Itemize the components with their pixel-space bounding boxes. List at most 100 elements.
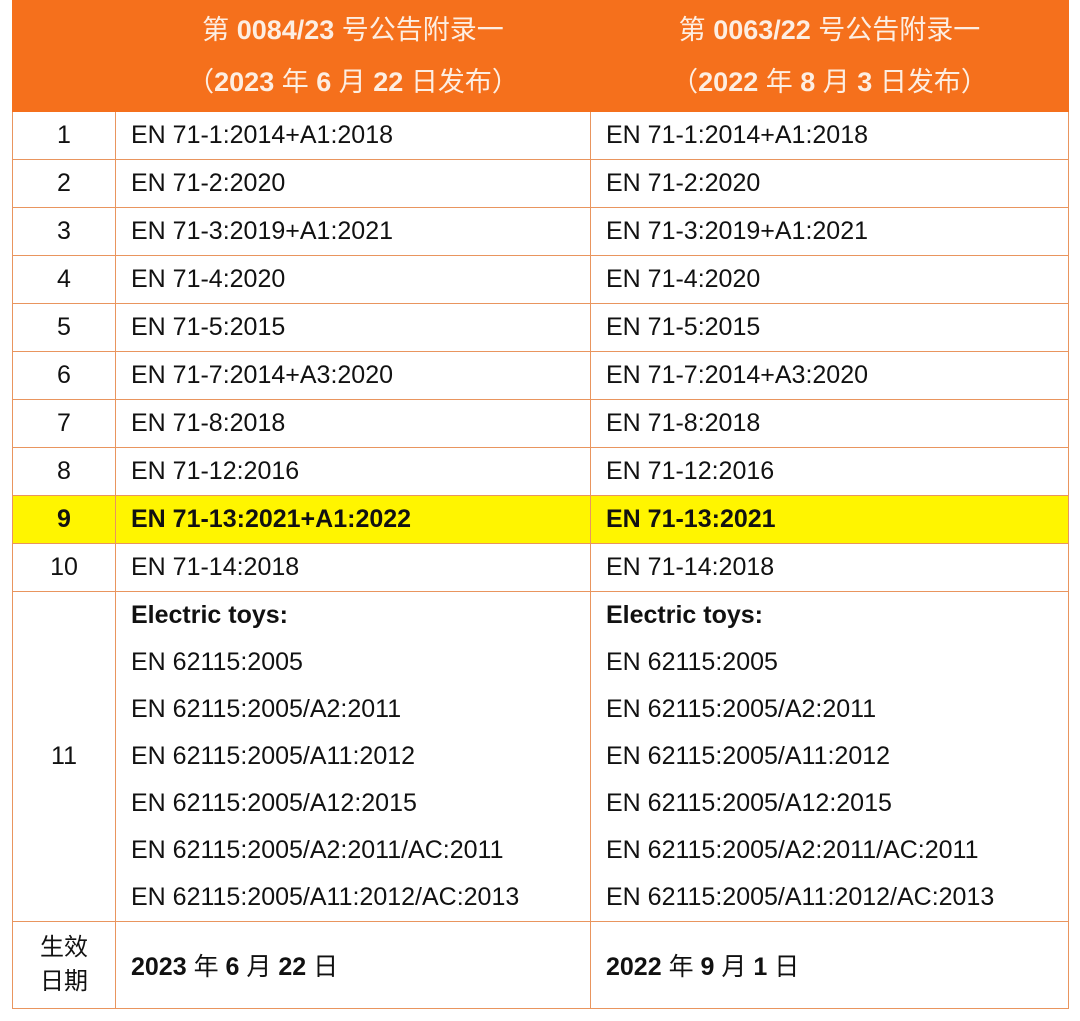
h-num: 6 [316,67,332,97]
h-num: 8 [800,67,816,97]
cell-2023: EN 71-7:2014+A3:2020 [115,351,591,400]
row-number: 10 [12,543,116,592]
table-row-2: 2 EN 71-2:2020 EN 71-2:2020 [12,159,1069,208]
h-text: （ [187,67,215,97]
h-num: 0084/23 [236,15,335,45]
standard: EN 62115:2005 [606,648,778,676]
cell-2022: EN 71-7:2014+A3:2020 [590,351,1069,400]
standard: EN 62115:2005/A12:2015 [131,789,417,817]
h-num: 22 [373,67,404,97]
table-row-10: 10 EN 71-14:2018 EN 71-14:2018 [12,543,1069,592]
standard: EN 62115:2005 [131,648,303,676]
table-row-4: 4 EN 71-4:2020 EN 71-4:2020 [12,255,1069,304]
row-number: 6 [12,351,116,400]
cell-2022: EN 71-2:2020 [590,159,1069,208]
row-number: 4 [12,255,116,304]
d: 月 [239,953,279,981]
effective-date-2023: 2023 年 6 月 22 日 [115,921,591,1009]
header-corner [12,0,116,112]
standard: EN 62115:2005/A2:2011/AC:2011 [131,836,504,864]
row-number: 5 [12,303,116,352]
cell-2022: EN 71-14:2018 [590,543,1069,592]
d: 6 [225,953,240,981]
standard: EN 62115:2005/A11:2012 [131,742,416,770]
h-text: 月 [331,67,374,97]
cell-2023: EN 71-12:2016 [115,447,591,496]
standard: EN 62115:2005/A2:2011/AC:2011 [606,836,979,864]
h-text: 号公告附录一 [810,15,981,45]
h-num: 3 [857,67,873,97]
cell-2022: Electric toys: EN 62115:2005 EN 62115:20… [590,591,1069,922]
row-number: 1 [12,111,116,160]
d: 日 [306,953,339,981]
h-text: 号公告附录一 [334,15,504,45]
electric-toys-heading: Electric toys: [131,601,289,629]
cell-2022: EN 71-4:2020 [590,255,1069,304]
cell-2023: EN 71-2:2020 [115,159,591,208]
h-text: 年 [758,67,801,97]
cell-2023: EN 71-3:2019+A1:2021 [115,207,591,256]
row-number: 8 [12,447,116,496]
h-text: 第 [202,15,237,45]
standard: EN 62115:2005/A12:2015 [606,789,892,817]
cell-2023: EN 71-13:2021+A1:2022 [115,495,591,544]
table-row-6: 6 EN 71-7:2014+A3:2020 EN 71-7:2014+A3:202… [12,351,1069,400]
h-num: 2022 [698,67,759,97]
d: 年 [186,953,226,981]
h-text: 年 [274,67,317,97]
row-number: 11 [12,591,116,922]
cell-2023: Electric toys: EN 62115:2005 EN 62115:20… [115,591,591,922]
h-num: 0063/22 [713,15,811,45]
d: 2023 [131,953,187,981]
h-text: 月 [815,67,858,97]
standard: EN 62115:2005/A11:2012/AC:2013 [131,883,520,911]
d: 日 [767,953,800,981]
row-number: 9 [12,495,116,544]
d: 1 [753,953,768,981]
cell-2022: EN 71-5:2015 [590,303,1069,352]
label-line: 生效 [40,934,88,961]
d: 2022 [606,953,662,981]
cell-2022: EN 71-8:2018 [590,399,1069,448]
table-row-11: 11 Electric toys: EN 62115:2005 EN 62115… [12,591,1069,922]
row-number: 3 [12,207,116,256]
cell-2022: EN 71-3:2019+A1:2021 [590,207,1069,256]
effective-date-label: 生效 日期 [12,921,116,1009]
d: 9 [700,953,715,981]
standard: EN 62115:2005/A2:2011 [606,695,877,723]
table-row-7: 7 EN 71-8:2018 EN 71-8:2018 [12,399,1069,448]
standard: EN 62115:2005/A11:2012 [606,742,891,770]
standard: EN 62115:2005/A11:2012/AC:2013 [606,883,995,911]
cell-2022: EN 71-1:2014+A1:2018 [590,111,1069,160]
cell-2023: EN 71-4:2020 [115,255,591,304]
h-text: 日发布） [403,67,519,97]
header-row: 第 0084/23 号公告附录一 （2023 年 6 月 22 日发布） 第 0… [12,0,1069,112]
effective-date-2022: 2022 年 9 月 1 日 [590,921,1069,1009]
cell-2023: EN 71-14:2018 [115,543,591,592]
cell-2023: EN 71-8:2018 [115,399,591,448]
cell-2022: EN 71-13:2021 [590,495,1069,544]
cell-2023: EN 71-5:2015 [115,303,591,352]
table-row-1: 1 EN 71-1:2014+A1:2018 EN 71-1:2014+A1:201… [12,111,1069,160]
header-announcement-0063-22: 第 0063/22 号公告附录一 （2022 年 8 月 3 日发布） [590,0,1069,112]
standards-comparison-table: 第 0084/23 号公告附录一 （2023 年 6 月 22 日发布） 第 0… [12,0,1069,1009]
label-line: 日期 [40,968,88,995]
h-text: （ [671,67,699,97]
row-number: 7 [12,399,116,448]
header-announcement-0084-23: 第 0084/23 号公告附录一 （2023 年 6 月 22 日发布） [115,0,591,112]
d: 月 [714,953,754,981]
d: 22 [278,953,307,981]
table-row-5: 5 EN 71-5:2015 EN 71-5:2015 [12,303,1069,352]
effective-date-row: 生效日期 2023 年 6 月 22 日 2022 年 9 月 1 日 [12,921,1069,1009]
row-number: 2 [12,159,116,208]
table-row-3: 3 EN 71-3:2019+A1:2021 EN 71-3:2019+A1:202… [12,207,1069,256]
h-num: 2023 [214,67,275,97]
cell-2023: EN 71-1:2014+A1:2018 [115,111,591,160]
cell-2022: EN 71-12:2016 [590,447,1069,496]
d: 年 [661,953,701,981]
standard: EN 62115:2005/A2:2011 [131,695,402,723]
table-row-8: 8 EN 71-12:2016 EN 71-12:2016 [12,447,1069,496]
h-text: 日发布） [872,67,988,97]
electric-toys-heading: Electric toys: [606,601,764,629]
table-row-9: 9 EN 71-13:2021+A1:2022 EN 71-13:2021 [12,495,1069,544]
